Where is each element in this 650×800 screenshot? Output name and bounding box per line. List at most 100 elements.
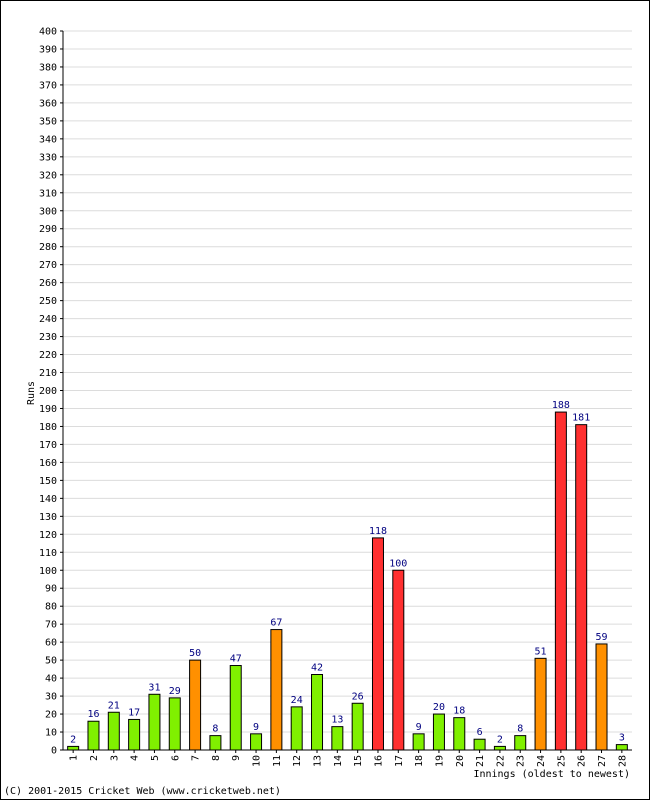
bar [189,659,202,751]
bar [371,537,384,751]
bar [575,424,588,751]
bar [270,629,283,751]
bar-value-label: 2 [70,734,76,745]
axes [60,30,632,753]
bar-value-label: 3 [619,733,625,744]
bar [615,744,628,751]
y-tick-label: 60 [45,638,57,649]
x-tick-label: 9 [231,755,242,761]
x-tick-label: 12 [292,755,303,767]
y-tick-label: 150 [39,476,57,487]
y-tick-label: 290 [39,224,57,235]
bar [453,717,466,751]
y-tick-label: 70 [45,620,57,631]
bar-value-label: 67 [270,618,282,629]
bar-value-label: 188 [552,400,570,411]
x-tick-label: 3 [109,755,120,761]
bar [250,733,263,751]
y-tick-label: 230 [39,332,57,343]
y-tick-label: 30 [45,692,57,703]
bar [311,674,324,751]
bar-value-label: 16 [87,709,99,720]
bar-value-label: 18 [453,706,465,717]
y-tick-label: 0 [51,746,57,757]
bar-value-label: 8 [212,724,218,735]
x-tick-label: 4 [130,755,141,761]
bar-value-label: 181 [572,413,590,424]
y-tick-label: 380 [39,62,57,73]
x-tick-label: 2 [89,755,100,761]
bar [148,693,161,751]
bar-value-label: 51 [535,646,547,657]
bar [128,718,141,751]
bars [67,411,628,751]
bar [392,569,405,751]
y-tick-label: 10 [45,728,57,739]
y-tick-label: 180 [39,422,57,433]
bar-value-label: 42 [311,663,323,674]
x-tick-label: 25 [556,755,567,767]
bar-value-label: 24 [291,695,303,706]
x-tick-label: 10 [252,755,263,767]
x-tick-label: 20 [455,755,466,767]
runs-bar-chart: 0102030405060708090100110120130140150160… [26,27,632,780]
x-tick-label: 26 [577,755,588,767]
y-tick-label: 280 [39,242,57,253]
x-tick-label: 1 [69,755,80,761]
x-tick-label: 5 [150,755,161,761]
x-tick-label: 8 [211,755,222,761]
y-tick-label: 90 [45,584,57,595]
y-tick-label: 390 [39,44,57,55]
x-tick-label: 21 [475,755,486,767]
bar [473,738,486,751]
y-tick-label: 360 [39,98,57,109]
grid-lines [63,30,632,733]
bar [351,702,364,751]
bar [87,720,100,751]
bar [534,657,547,751]
bar-value-label: 26 [352,691,364,702]
bar [493,745,506,751]
bar [168,697,181,751]
y-tick-label: 40 [45,674,57,685]
value-labels: 2 16 21 17 31 29 50 8 47 9 67 24 42 13 26 118 100 9 20 18 6 2… [70,400,625,745]
y-tick-label: 220 [39,350,57,361]
y-tick-label: 320 [39,170,57,181]
bar [290,706,303,751]
y-tick-label: 140 [39,494,57,505]
x-axis-label: Innings (oldest to newest) [473,769,630,780]
x-tick-label: 22 [495,755,506,767]
bar [209,735,222,751]
bar-value-label: 20 [433,702,445,713]
x-tick-label: 7 [191,755,202,761]
y-tick-label: 240 [39,314,57,325]
bar-value-label: 47 [230,654,242,665]
bar-value-label: 118 [369,526,387,537]
bar [554,411,567,751]
y-axis-label: Runs [26,381,37,405]
y-tick-label: 80 [45,602,57,613]
x-tick-label: 11 [272,755,283,767]
bar-value-label: 8 [517,724,523,735]
y-tick-label: 160 [39,458,57,469]
bar-value-label: 9 [416,722,422,733]
y-tick-label: 120 [39,530,57,541]
bar-value-label: 29 [169,686,181,697]
x-tick-label: 16 [373,755,384,767]
bar-value-label: 59 [595,632,607,643]
y-tick-label: 100 [39,566,57,577]
bar-value-label: 2 [497,734,503,745]
bar [595,643,608,751]
y-tick-label: 200 [39,386,57,397]
x-tick-label: 19 [434,755,445,767]
y-tick-labels: 0 10 20 30 40 50 60 70 80 90 100 110 120 130 140 150 160… [39,27,57,757]
bar-value-label: 21 [108,700,120,711]
bar-value-label: 13 [331,715,343,726]
bar [229,665,242,751]
y-tick-label: 210 [39,368,57,379]
x-tick-label: 27 [597,755,608,767]
y-tick-label: 340 [39,134,57,145]
x-tick-label: 28 [617,755,628,767]
x-tick-label: 18 [414,755,425,767]
